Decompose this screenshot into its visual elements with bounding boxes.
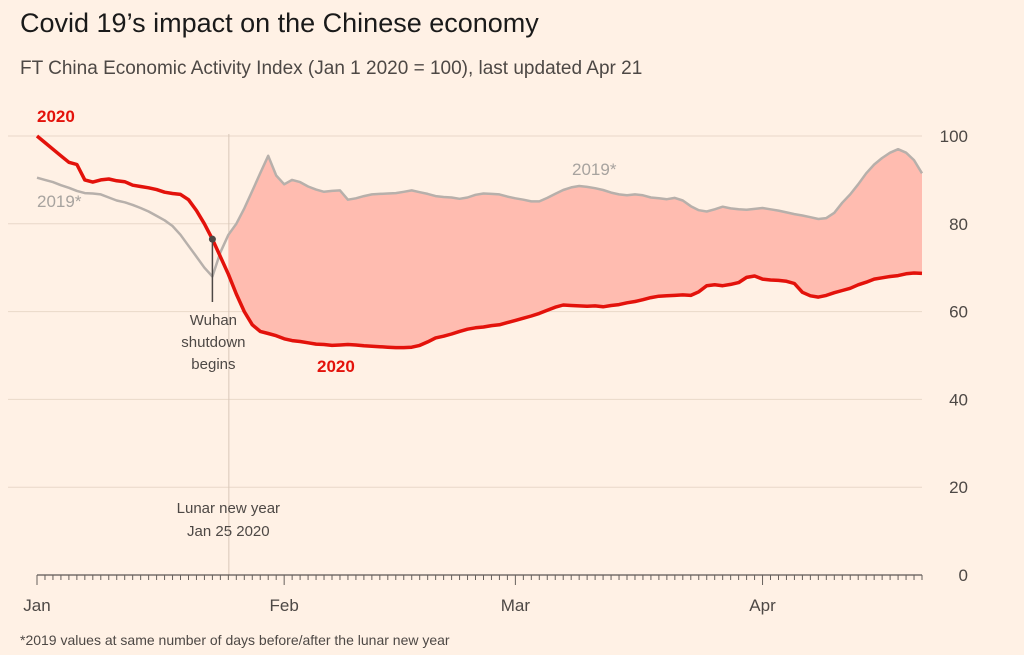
series-2020-line <box>35 134 923 350</box>
series-2019-label: 2019* <box>572 160 617 179</box>
series-2020-label: 2020 <box>317 357 355 376</box>
x-tick-label: Feb <box>270 596 299 615</box>
lunar-new-year-annotation-text: Jan 25 2020 <box>187 523 270 540</box>
series-2019-line <box>36 147 924 278</box>
chart-subtitle: FT China Economic Activity Index (Jan 1 … <box>20 58 643 79</box>
x-tick-label: Apr <box>749 596 776 615</box>
y-tick-label: 0 <box>959 566 968 585</box>
lunar-new-year-annotation-text: Lunar new year <box>177 500 280 517</box>
y-tick-label: 40 <box>949 390 968 409</box>
series-2020-label: 2020 <box>37 107 75 126</box>
y-tick-label: 60 <box>949 303 968 322</box>
chart-title: Covid 19’s impact on the Chinese economy <box>20 8 539 38</box>
x-tick-label: Mar <box>501 596 531 615</box>
series-2019-label: 2019* <box>37 192 82 211</box>
wuhan-annotation-text: Wuhan <box>190 312 237 329</box>
x-tick-label: Jan <box>23 596 50 615</box>
chart-footnote: *2019 values at same number of days befo… <box>20 632 450 648</box>
y-tick-label: 80 <box>949 215 968 234</box>
gap-shading <box>228 149 922 348</box>
wuhan-annotation-text: shutdown <box>181 334 245 351</box>
wuhan-annotation-marker <box>208 235 216 243</box>
wuhan-annotation-text: begins <box>191 356 235 373</box>
y-tick-label: 20 <box>949 478 968 497</box>
y-tick-label: 100 <box>940 127 968 146</box>
line-chart: 0 20 40 60 80 100 Jan Feb Mar Apr 2020 2020 2019* 201… <box>8 107 968 615</box>
